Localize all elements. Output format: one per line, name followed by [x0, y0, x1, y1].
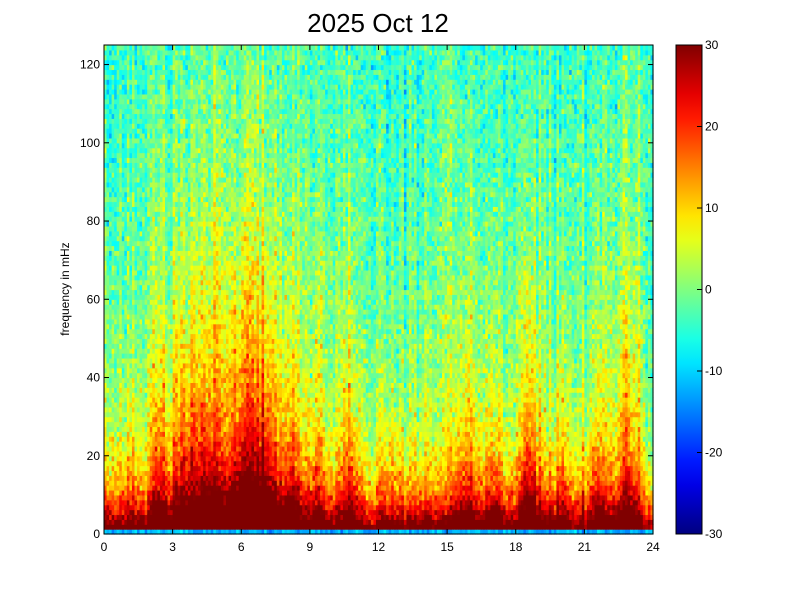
heatmap-cells	[104, 45, 654, 535]
chart-title: 2025 Oct 12	[307, 8, 449, 38]
